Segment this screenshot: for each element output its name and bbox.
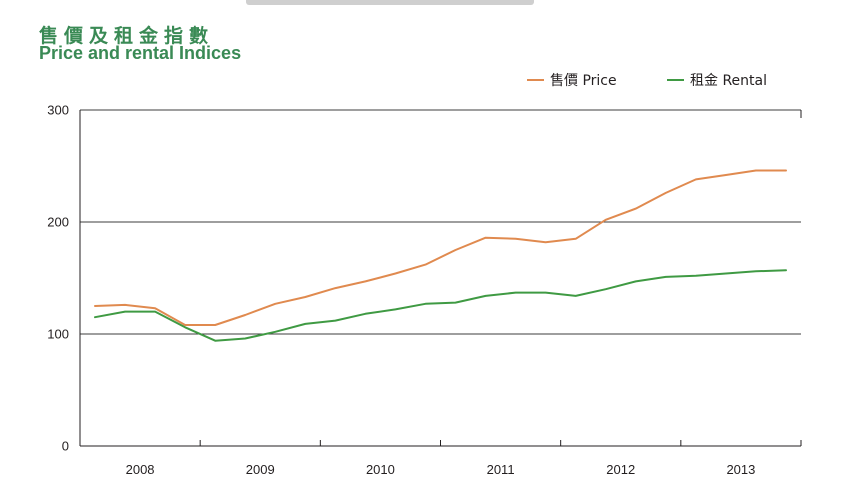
x-tick-label-2010: 2010 bbox=[366, 462, 395, 477]
x-tick-label-2012: 2012 bbox=[606, 462, 635, 477]
legend-label-rental: 租金 Rental bbox=[690, 73, 767, 89]
y-tick-label-300: 300 bbox=[47, 103, 69, 118]
top-decoration-bar bbox=[246, 0, 534, 5]
x-tick-label-2011: 2011 bbox=[487, 462, 515, 477]
gridlines bbox=[80, 109, 801, 335]
x-tick-label-2009: 2009 bbox=[246, 462, 275, 477]
series-line-rental bbox=[94, 269, 787, 342]
series-line-price bbox=[94, 169, 787, 326]
series-lines bbox=[94, 169, 787, 342]
chart-title-chinese: 售價及租金指數 bbox=[39, 25, 215, 47]
y-axis-tick-labels: 0 100 200 300 bbox=[47, 103, 69, 454]
y-tick-label-200: 200 bbox=[47, 215, 69, 230]
x-tick-label-2008: 2008 bbox=[126, 462, 155, 477]
legend: 售價 Price 租金 Rental bbox=[527, 72, 767, 89]
legend-label-price: 售價 Price bbox=[550, 72, 617, 89]
chart-title-english: Price and rental Indices bbox=[39, 43, 242, 63]
x-tick-label-2013: 2013 bbox=[726, 462, 755, 477]
axes bbox=[79, 110, 802, 447]
y-tick-label-0: 0 bbox=[62, 439, 69, 454]
x-axis-tick-labels: 2008 2009 2010 2011 2012 2013 bbox=[126, 462, 756, 477]
y-tick-label-100: 100 bbox=[47, 327, 69, 342]
